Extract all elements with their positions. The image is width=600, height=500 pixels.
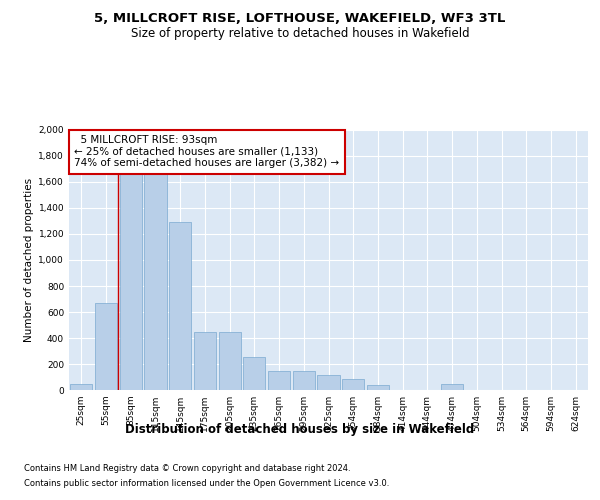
Bar [441, 384, 463, 390]
Bar [293, 371, 315, 390]
Text: 5, MILLCROFT RISE, LOFTHOUSE, WAKEFIELD, WF3 3TL: 5, MILLCROFT RISE, LOFTHOUSE, WAKEFIELD,… [94, 12, 506, 26]
Bar [169, 222, 191, 390]
Bar [317, 375, 340, 390]
Bar [194, 332, 216, 390]
Bar [119, 172, 142, 390]
Y-axis label: Number of detached properties: Number of detached properties [24, 178, 34, 342]
Text: Contains HM Land Registry data © Crown copyright and database right 2024.: Contains HM Land Registry data © Crown c… [24, 464, 350, 473]
Bar [342, 379, 364, 390]
Bar [145, 172, 167, 390]
Text: 5 MILLCROFT RISE: 93sqm
← 25% of detached houses are smaller (1,133)
74% of semi: 5 MILLCROFT RISE: 93sqm ← 25% of detache… [74, 135, 340, 168]
Bar [367, 385, 389, 390]
Text: Distribution of detached houses by size in Wakefield: Distribution of detached houses by size … [125, 422, 475, 436]
Bar [243, 357, 265, 390]
Text: Contains public sector information licensed under the Open Government Licence v3: Contains public sector information licen… [24, 479, 389, 488]
Bar [70, 384, 92, 390]
Bar [218, 332, 241, 390]
Bar [95, 303, 117, 390]
Text: Size of property relative to detached houses in Wakefield: Size of property relative to detached ho… [131, 28, 469, 40]
Bar [268, 371, 290, 390]
